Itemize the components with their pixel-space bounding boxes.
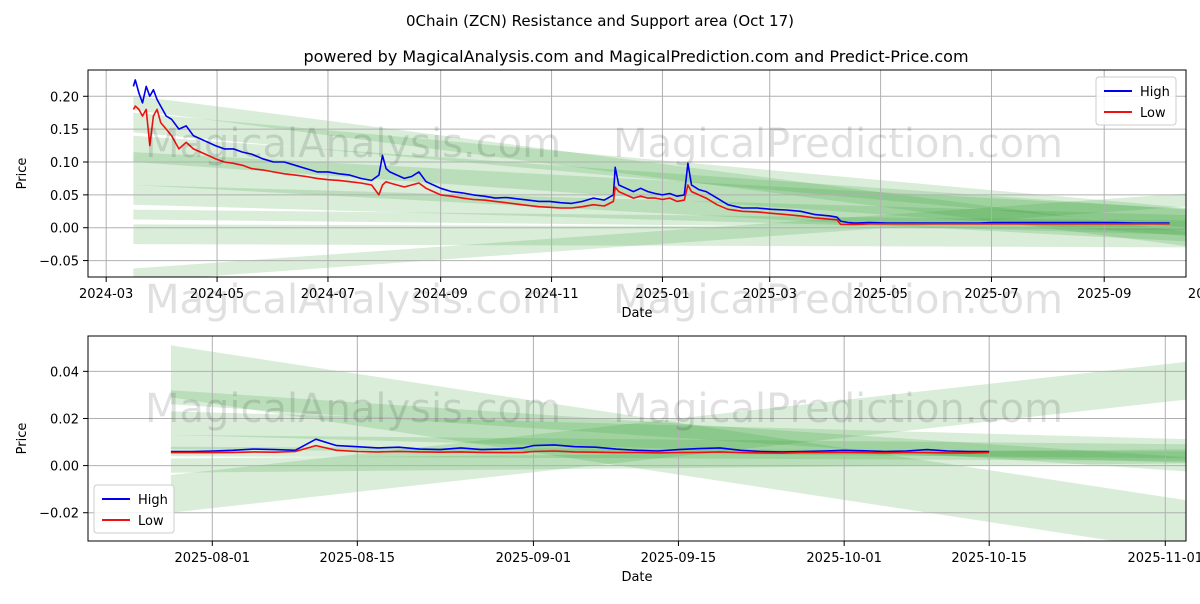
y-axis-label: Price — [15, 423, 30, 455]
chart-subtitle: powered by MagicalAnalysis.com and Magic… — [303, 47, 968, 66]
series-line-high — [170, 438, 990, 453]
y-tick-label: 0.20 — [50, 90, 79, 105]
x-axis-label: Date — [621, 570, 652, 585]
top-chart-panel: MagicalAnalysis.com MagicalPrediction.com… — [15, 69, 1200, 323]
watermark-text: MagicalPrediction.com — [613, 386, 1063, 432]
plot-area — [88, 336, 1186, 541]
x-tick-label: 2024-07 — [301, 287, 355, 302]
series-line-high — [132, 79, 1170, 224]
y-tick-label: 0.00 — [50, 222, 79, 237]
plot-frame — [87, 69, 1187, 278]
x-tick-label: 2024-11 — [524, 287, 578, 302]
legend: High Low — [1095, 76, 1177, 126]
watermark-text: MagicalPrediction.com — [613, 121, 1063, 167]
x-tick-label: 2024-09 — [414, 287, 468, 302]
watermark-text: MagicalAnalysis.com — [145, 386, 561, 432]
x-tick-label: 2025-11-01 — [1128, 551, 1200, 566]
x-tick-label: 2025-03 — [743, 287, 797, 302]
bottom-chart-panel: MagicalAnalysis.com MagicalPrediction.com… — [15, 335, 1200, 585]
x-tick-label: 2025-08-15 — [320, 551, 396, 566]
x-tick-label: 2025-09-15 — [641, 551, 717, 566]
x-tick-label: 2025-10-15 — [951, 551, 1027, 566]
y-tick-label: 0.05 — [50, 189, 79, 204]
plot-frame — [87, 335, 1187, 542]
legend-label-high: High — [1140, 85, 1170, 100]
x-tick-label: 2025-09 — [1077, 287, 1131, 302]
x-tick-label: 2024-03 — [79, 287, 133, 302]
watermark-text: MagicalPrediction.com — [613, 277, 1063, 323]
support-resistance-band — [133, 95, 1186, 247]
x-tick-label: 2025-01 — [635, 287, 689, 302]
legend-label-low: Low — [138, 514, 164, 529]
support-resistance-band — [133, 209, 1186, 231]
support-resistance-band — [133, 135, 1186, 236]
x-tick-label: 2025-09-01 — [496, 551, 572, 566]
plot-area — [88, 70, 1186, 277]
x-tick-label: 2025-10-01 — [806, 551, 882, 566]
y-tick-label: −0.02 — [39, 507, 79, 522]
legend: High Low — [93, 484, 175, 534]
x-tick-label: 2025-11 — [1188, 287, 1200, 302]
y-tick-label: 0.04 — [50, 365, 79, 380]
x-tick-label: 2025-05 — [853, 287, 907, 302]
y-tick-label: 0.00 — [50, 460, 79, 475]
x-tick-label: 2025-07 — [964, 287, 1018, 302]
y-tick-label: 0.15 — [50, 123, 79, 138]
watermark-text: MagicalAnalysis.com — [145, 121, 561, 167]
support-resistance-band — [133, 112, 1186, 228]
support-resistance-band — [133, 193, 1186, 277]
series-line-low — [170, 444, 990, 454]
watermark-text: MagicalAnalysis.com — [145, 277, 561, 323]
x-axis-label: Date — [621, 306, 652, 321]
legend-label-low: Low — [1140, 106, 1166, 121]
y-tick-label: 0.10 — [50, 156, 79, 171]
y-tick-label: −0.05 — [39, 255, 79, 270]
y-tick-label: 0.02 — [50, 412, 79, 427]
chart-title: 0Chain (ZCN) Resistance and Support area… — [406, 12, 794, 30]
legend-label-high: High — [138, 493, 168, 508]
series-line-low — [132, 105, 1170, 226]
y-axis-label: Price — [15, 158, 30, 190]
support-resistance-band — [133, 224, 1186, 248]
x-tick-label: 2024-05 — [190, 287, 244, 302]
x-tick-label: 2025-08-01 — [175, 551, 251, 566]
